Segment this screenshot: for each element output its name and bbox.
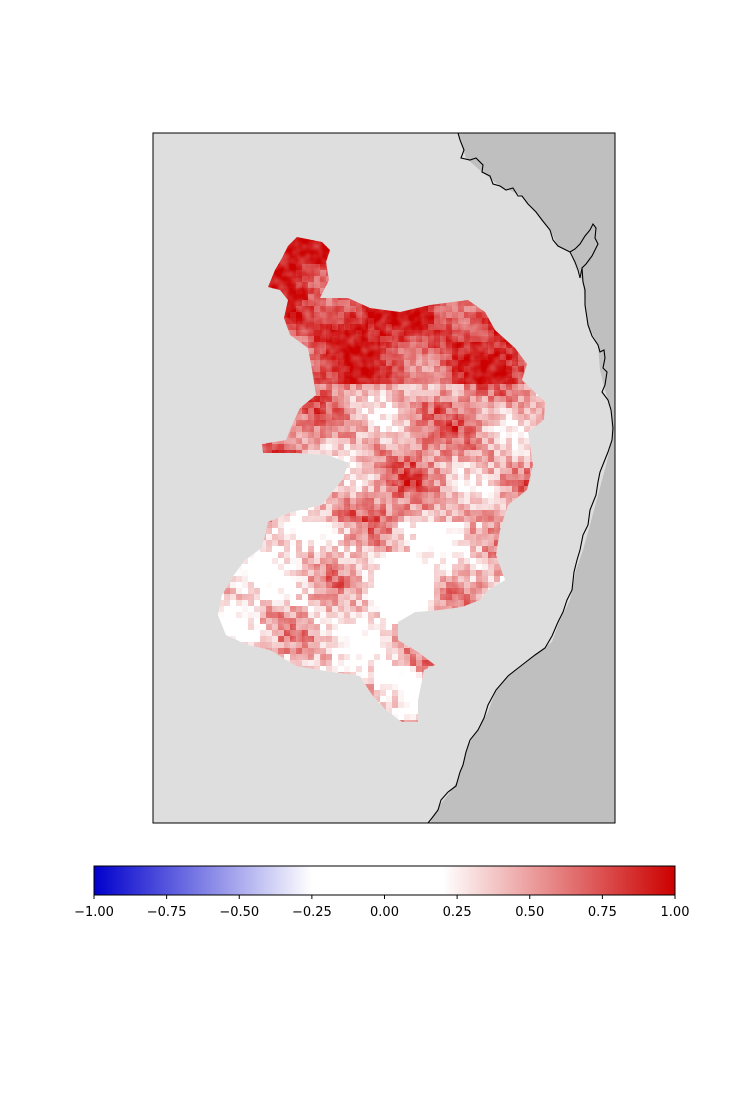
colorbar-fill xyxy=(94,866,675,895)
coastline-inlet xyxy=(569,251,583,279)
colorbar-tick-label: −0.25 xyxy=(292,905,332,920)
colorbar-ticks: −1.00 −0.75 −0.50 −0.25 0.00 0.25 0.50 0.75 1.00 xyxy=(74,895,689,920)
colorbar: −1.00 −0.75 −0.50 −0.25 0.00 0.25 0.50 0.75 1.00 xyxy=(74,865,689,920)
colorbar-tick-label: 0.00 xyxy=(370,905,399,920)
colorbar-tick-label: 0.25 xyxy=(443,905,472,920)
colorbar-tick-label: −0.50 xyxy=(219,905,259,920)
sea-area xyxy=(430,133,615,823)
colorbar-tick-label: −1.00 xyxy=(74,905,114,920)
colorbar-tick-label: 0.75 xyxy=(588,905,617,920)
map-frame xyxy=(152,132,616,824)
colorbar-tick-label: 1.00 xyxy=(661,905,690,920)
colorbar-tick-label: 0.50 xyxy=(515,905,544,920)
colorbar-tick-label: −0.75 xyxy=(147,905,187,920)
coastline xyxy=(427,133,614,823)
